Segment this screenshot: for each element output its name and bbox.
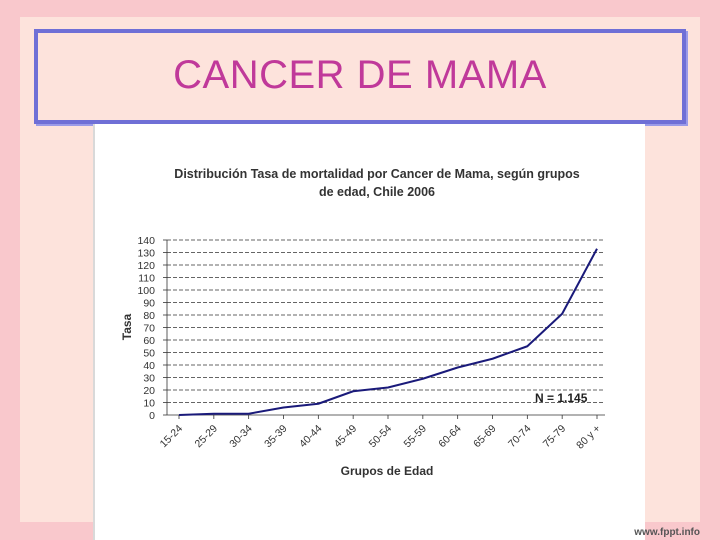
- mortality-line-chart: Distribución Tasa de mortalidad por Canc…: [120, 167, 605, 478]
- y-tick-label: 40: [143, 360, 155, 372]
- y-tick-label: 20: [143, 385, 155, 397]
- y-tick-label: 60: [143, 335, 155, 347]
- x-tick-label: 50-54: [367, 423, 395, 451]
- y-tick-label: 70: [143, 323, 155, 335]
- x-tick-label: 30-34: [227, 423, 255, 451]
- y-tick-label: 110: [138, 273, 155, 285]
- y-tick-label: 130: [137, 248, 155, 260]
- y-axis-label: Tasa: [120, 313, 134, 340]
- x-tick-label: 35-39: [262, 423, 290, 451]
- y-tick-label: 140: [137, 235, 155, 247]
- x-tick-label: 75-79: [541, 423, 569, 451]
- chart-title-line-2: de edad, Chile 2006: [319, 185, 435, 199]
- x-tick-label: 45-49: [332, 423, 360, 451]
- series-line-tasa: [178, 248, 598, 416]
- x-tick-label: 55-59: [401, 423, 429, 451]
- x-axis-label: Grupos de Edad: [341, 464, 434, 478]
- x-tick-label: 60-64: [436, 423, 464, 451]
- y-tick-label: 120: [137, 260, 155, 272]
- x-tick-label: 15-24: [158, 423, 186, 451]
- x-tick-label: 25-29: [192, 423, 220, 451]
- y-tick-label: 10: [143, 398, 155, 410]
- watermark: www.fppt.info: [634, 527, 700, 538]
- y-tick-label: 30: [143, 373, 155, 385]
- y-tick-label: 0: [149, 410, 155, 422]
- x-tick-label: 80 y +: [574, 423, 603, 452]
- y-tick-label: 50: [143, 348, 155, 360]
- y-tick-label: 100: [137, 285, 155, 297]
- y-tick-label: 80: [143, 310, 155, 322]
- chart-title-line-1: Distribución Tasa de mortalidad por Canc…: [174, 167, 579, 181]
- x-tick-label: 40-44: [297, 423, 325, 451]
- chart-card: Distribución Tasa de mortalidad por Canc…: [95, 124, 645, 540]
- y-tick-label: 90: [143, 298, 155, 310]
- slide-title: CANCER DE MAMA: [173, 53, 547, 97]
- x-tick-label: 70-74: [506, 423, 534, 451]
- title-box: CANCER DE MAMA: [34, 29, 686, 124]
- chart-annotation-n: N = 1.145: [535, 391, 588, 405]
- x-tick-label: 65-69: [471, 423, 499, 451]
